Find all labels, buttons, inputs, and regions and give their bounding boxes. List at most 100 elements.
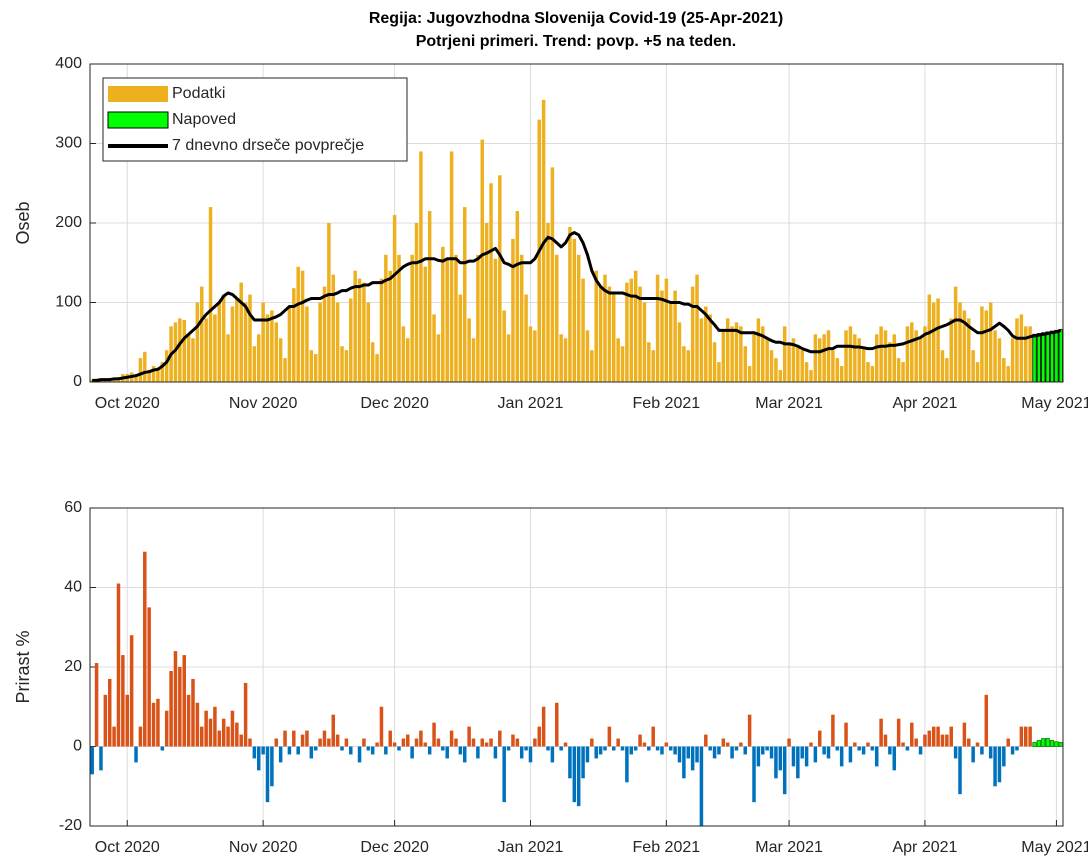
bar (121, 655, 125, 747)
bar (147, 607, 151, 747)
bar (270, 310, 274, 382)
x-tick-label: Jan 2021 (498, 839, 564, 856)
bar (331, 274, 336, 382)
bar (458, 294, 463, 382)
bar (787, 342, 791, 382)
bar (524, 746, 528, 751)
bar (901, 742, 905, 747)
bar (217, 730, 222, 747)
bar (502, 310, 506, 382)
bar (528, 326, 533, 382)
bar (940, 350, 945, 382)
bar (366, 302, 371, 382)
bar (414, 223, 419, 382)
bar (853, 742, 857, 747)
y-tick-label: 400 (55, 55, 82, 72)
bar (143, 551, 147, 747)
bar (918, 338, 923, 382)
bar (590, 350, 594, 382)
bar (892, 746, 897, 771)
bar (853, 334, 857, 382)
y-tick-label: 0 (73, 738, 82, 755)
bar (349, 298, 353, 382)
bar (99, 380, 103, 382)
bar (839, 746, 844, 767)
bar (471, 338, 476, 382)
bar (401, 738, 406, 747)
bar (1006, 738, 1010, 747)
y-tick-label: 40 (64, 579, 82, 596)
bar (905, 326, 910, 382)
bar (756, 318, 761, 382)
bar (686, 350, 691, 382)
bar (910, 722, 914, 747)
y-tick-label: 300 (55, 135, 82, 152)
bar (239, 282, 243, 382)
bar (831, 714, 835, 747)
bar (607, 726, 612, 747)
bar (576, 746, 581, 807)
bar (287, 746, 292, 755)
bar (660, 290, 664, 382)
bar (769, 350, 774, 382)
bar (493, 258, 498, 382)
bar (980, 746, 984, 755)
bar (752, 334, 756, 382)
bar (651, 726, 655, 747)
bar (397, 254, 401, 382)
bar (1032, 333, 1037, 383)
bar (305, 306, 309, 382)
bar (993, 746, 997, 787)
bar (392, 742, 397, 747)
bar (169, 670, 173, 747)
bar (682, 746, 686, 779)
bar (686, 746, 691, 759)
bar (883, 734, 888, 747)
x-tick-label: Oct 2020 (95, 839, 160, 856)
bar (519, 746, 524, 759)
bar (791, 746, 796, 767)
bar (432, 314, 436, 382)
bar (186, 694, 191, 747)
bar (598, 286, 603, 382)
bar (559, 746, 563, 751)
bar (896, 718, 901, 747)
bar (712, 342, 717, 382)
bar (918, 746, 923, 755)
bar (160, 746, 165, 751)
bar (927, 730, 932, 747)
bar (252, 746, 257, 759)
bar (292, 730, 296, 747)
bar (664, 278, 669, 382)
bar (826, 330, 831, 382)
bar (441, 746, 445, 751)
bar (717, 746, 721, 755)
bar (585, 746, 590, 763)
bar (953, 286, 958, 382)
y-axis-label: Prirast % (13, 630, 33, 703)
bar (765, 746, 769, 751)
bar (278, 746, 283, 763)
bar (931, 726, 936, 747)
bar (988, 302, 993, 382)
bar (1010, 746, 1015, 755)
bar (195, 302, 200, 382)
bar (471, 738, 476, 747)
bar (1028, 726, 1032, 747)
bar (515, 738, 520, 747)
bar (375, 742, 379, 747)
bar (782, 746, 787, 795)
bar (572, 746, 577, 803)
bar (524, 294, 528, 382)
bar (612, 294, 616, 382)
legend-label: 7 dnevno drseče povprečje (172, 137, 364, 154)
bar (414, 738, 419, 747)
bar (629, 746, 634, 755)
bar (94, 663, 99, 747)
bar (243, 682, 248, 747)
bar (164, 710, 169, 747)
bar (975, 742, 980, 747)
bar (344, 738, 349, 747)
bar (436, 334, 441, 382)
bar (568, 226, 572, 382)
